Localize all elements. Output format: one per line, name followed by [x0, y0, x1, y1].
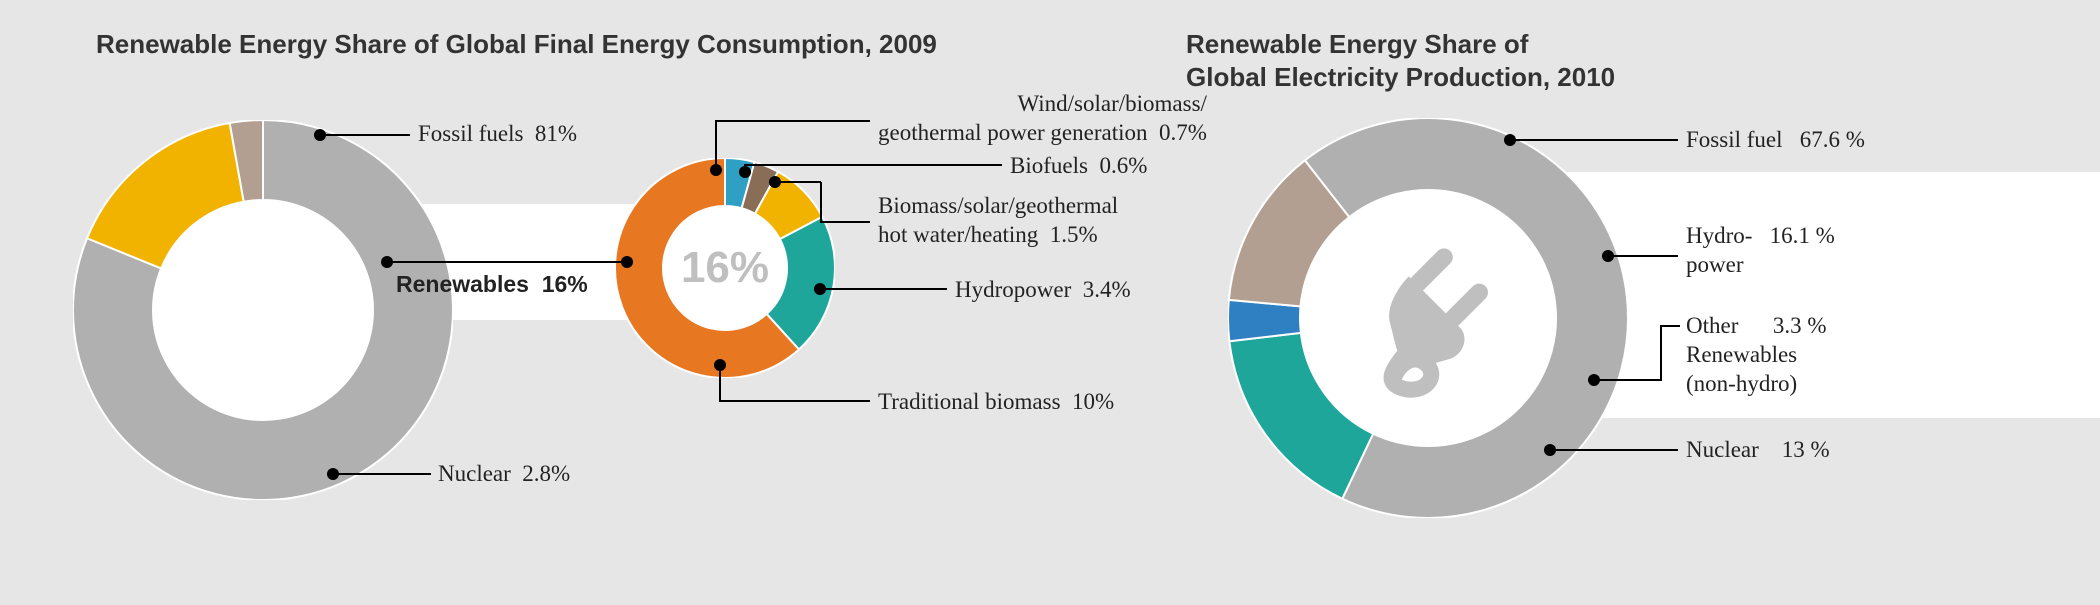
label-wind-solar: Wind/solar/biomass/ geothermal power gen…: [878, 90, 1207, 148]
label-r-fossil: Fossil fuel 67.6 %: [1686, 126, 1865, 155]
label-biofuels: Biofuels 0.6%: [1010, 152, 1147, 181]
label-r-nuclear: Nuclear 13 %: [1686, 436, 1830, 465]
leaderV-tradbio: [719, 365, 721, 401]
leaderV-heat: [820, 182, 822, 222]
leaderH-tradbio: [719, 400, 870, 402]
leader-r-nuclear: [1550, 449, 1678, 451]
leader-renewables: [387, 261, 627, 263]
leaderH-heat2: [820, 221, 870, 223]
label-r-hydro: Hydro- 16.1 % power: [1686, 222, 1835, 280]
leader-fossil: [320, 134, 410, 136]
label-r-other: Other 3.3 % Renewables (non-hydro): [1686, 312, 1827, 398]
right-callout-box: [1558, 172, 2100, 418]
leaderV-biofuels: [744, 165, 746, 172]
leaderH-heat1: [775, 181, 821, 183]
plug-icon: [1348, 238, 1508, 398]
leader-nuclear: [333, 473, 431, 475]
leader-r-other1: [1594, 379, 1661, 381]
left-donut: [73, 120, 453, 500]
leaderV-wind: [715, 121, 717, 170]
label-hydro: Hydropower 3.4%: [955, 276, 1131, 305]
breakout-center-label: 16%: [681, 243, 769, 293]
leaderH-wind: [715, 120, 870, 122]
leader-r-fossil: [1510, 139, 1678, 141]
left-chart-title: Renewable Energy Share of Global Final E…: [96, 28, 937, 61]
label-nuclear: Nuclear 2.8%: [438, 460, 570, 489]
label-renewables: Renewables 16%: [396, 270, 588, 299]
label-heat: Biomass/solar/geothermal hot water/heati…: [878, 192, 1118, 250]
dot-renewables-end: [621, 256, 633, 268]
leaderH-hydro: [820, 288, 947, 290]
leader-r-hydro: [1608, 255, 1678, 257]
leaderH-biofuels: [744, 164, 1002, 166]
leaderV-r-other: [1660, 326, 1662, 381]
leader-r-other2: [1660, 325, 1680, 327]
label-fossil-fuels: Fossil fuels 81%: [418, 120, 577, 149]
label-tradbio: Traditional biomass 10%: [878, 388, 1114, 417]
right-chart-title: Renewable Energy Share of Global Electri…: [1186, 28, 1615, 93]
